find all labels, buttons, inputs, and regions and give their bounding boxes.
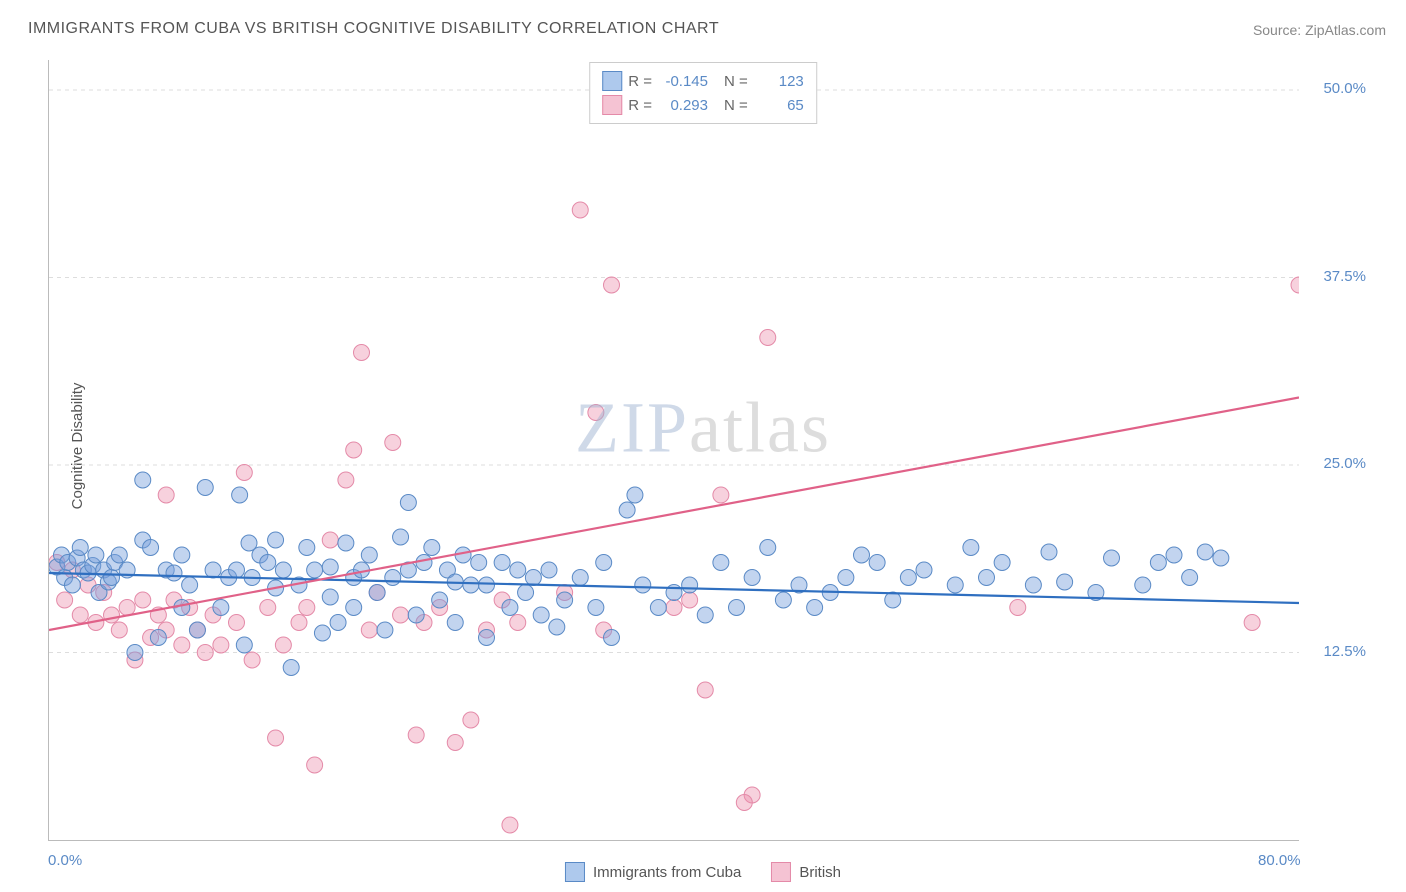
source-label: Source: ZipAtlas.com bbox=[1253, 22, 1386, 38]
n-label: N = bbox=[724, 73, 748, 90]
legend-label-pink: British bbox=[799, 864, 841, 881]
r-value-pink: 0.293 bbox=[658, 97, 708, 114]
swatch-blue-icon bbox=[602, 71, 622, 91]
plot-area bbox=[48, 60, 1299, 841]
x-tick-label: 0.0% bbox=[48, 852, 82, 869]
stats-row-pink: R = 0.293 N = 65 bbox=[602, 93, 804, 117]
swatch-pink-icon bbox=[602, 95, 622, 115]
chart-title: IMMIGRANTS FROM CUBA VS BRITISH COGNITIV… bbox=[28, 20, 719, 38]
stats-row-blue: R = -0.145 N = 123 bbox=[602, 69, 804, 93]
r-label: R = bbox=[628, 73, 652, 90]
stats-legend: R = -0.145 N = 123 R = 0.293 N = 65 bbox=[589, 62, 817, 124]
n-label: N = bbox=[724, 97, 748, 114]
legend-item-blue: Immigrants from Cuba bbox=[565, 862, 741, 882]
y-tick-label: 37.5% bbox=[1323, 268, 1366, 285]
n-value-pink: 65 bbox=[754, 97, 804, 114]
legend-label-blue: Immigrants from Cuba bbox=[593, 864, 741, 881]
scatter-plot-svg bbox=[49, 60, 1299, 840]
x-tick-label: 80.0% bbox=[1258, 852, 1301, 869]
r-value-blue: -0.145 bbox=[658, 73, 708, 90]
series-legend: Immigrants from Cuba British bbox=[565, 862, 841, 882]
y-tick-label: 25.0% bbox=[1323, 455, 1366, 472]
n-value-blue: 123 bbox=[754, 73, 804, 90]
y-tick-label: 12.5% bbox=[1323, 643, 1366, 660]
y-tick-label: 50.0% bbox=[1323, 80, 1366, 97]
swatch-pink-icon bbox=[771, 862, 791, 882]
r-label: R = bbox=[628, 97, 652, 114]
legend-item-pink: British bbox=[771, 862, 841, 882]
swatch-blue-icon bbox=[565, 862, 585, 882]
